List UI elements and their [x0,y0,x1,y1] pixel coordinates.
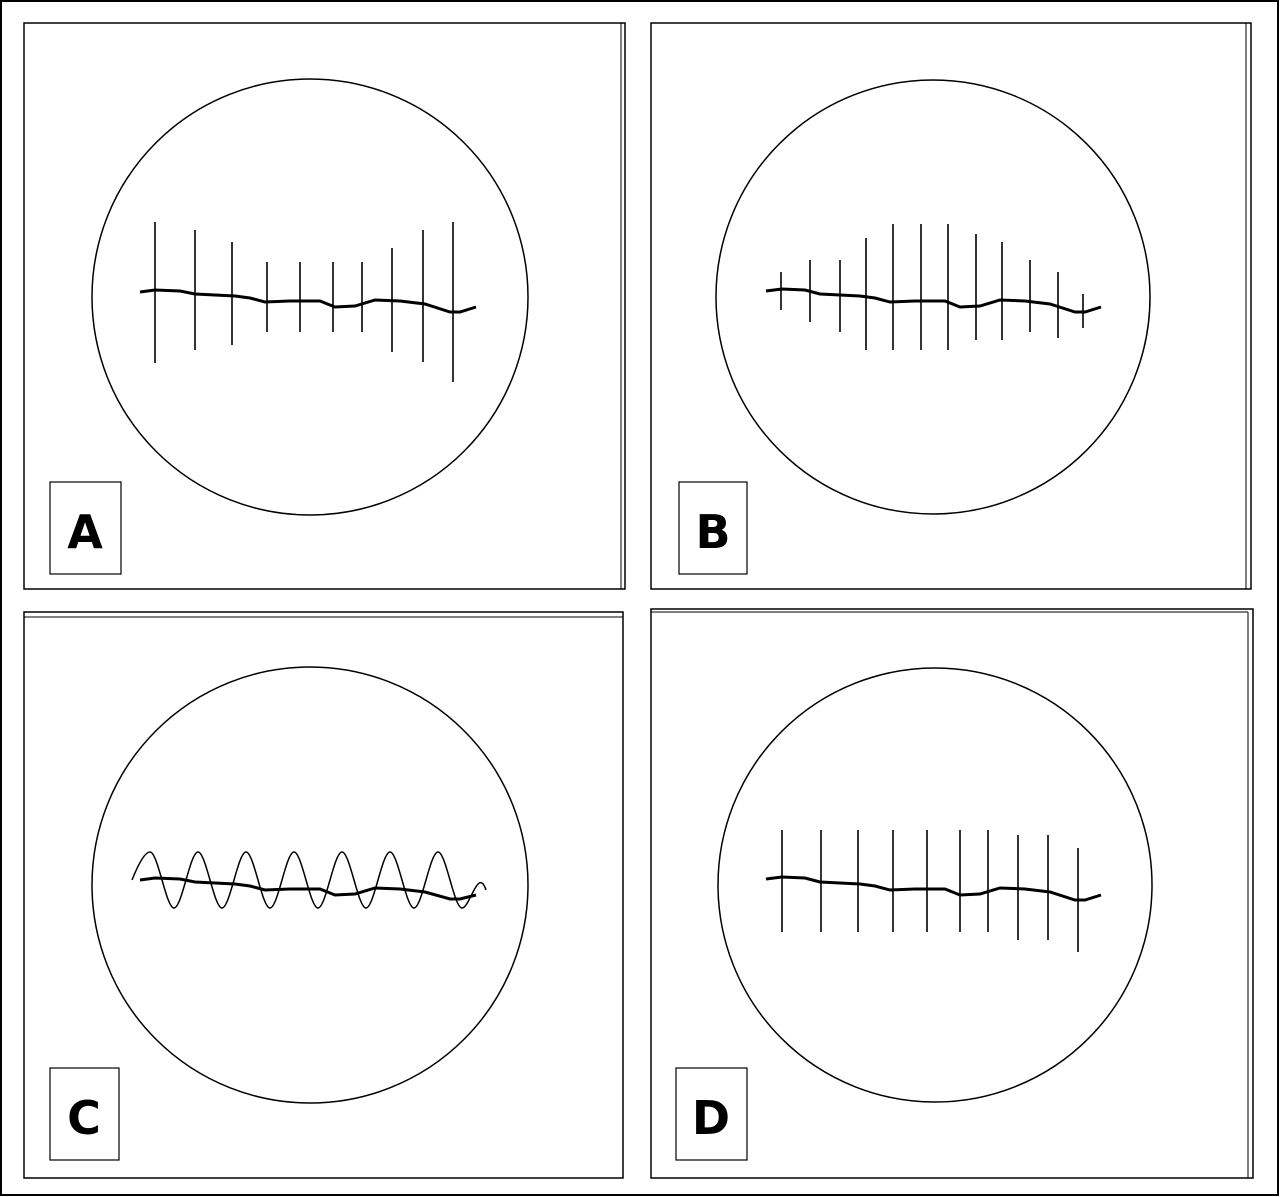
panel-a-label-box [49,481,122,575]
panel-c-label-box [49,1067,120,1161]
panel-c-wound-circle [91,666,529,1104]
panel-b-label: B [695,505,730,559]
panel-c: C [23,611,624,1179]
panel-b-incision-line [765,287,1102,314]
panel-b-wound-circle [715,79,1151,515]
panel-a-frame [23,22,626,590]
panel-a: A [23,22,626,590]
panel-c-frame [23,611,624,1179]
panel-c-label: C [67,1091,101,1145]
panel-a-wound-circle [91,78,529,516]
panel-d-label-box [675,1067,748,1161]
panel-b-frame [650,22,1252,590]
panel-d-incision-line [765,875,1102,902]
panel-a-incision-line [139,288,477,314]
panel-b: B [650,22,1252,590]
panel-b-label-box [678,481,748,575]
panel-d: D [650,608,1254,1179]
panel-a-label: A [67,505,103,559]
panel-d-wound-circle [717,667,1153,1103]
panel-d-frame [650,608,1254,1179]
panel-c-running-suture [131,851,487,909]
panel-d-label: D [692,1091,730,1145]
panel-b-stitches [780,224,1084,350]
panel-c-incision-line [139,876,477,901]
